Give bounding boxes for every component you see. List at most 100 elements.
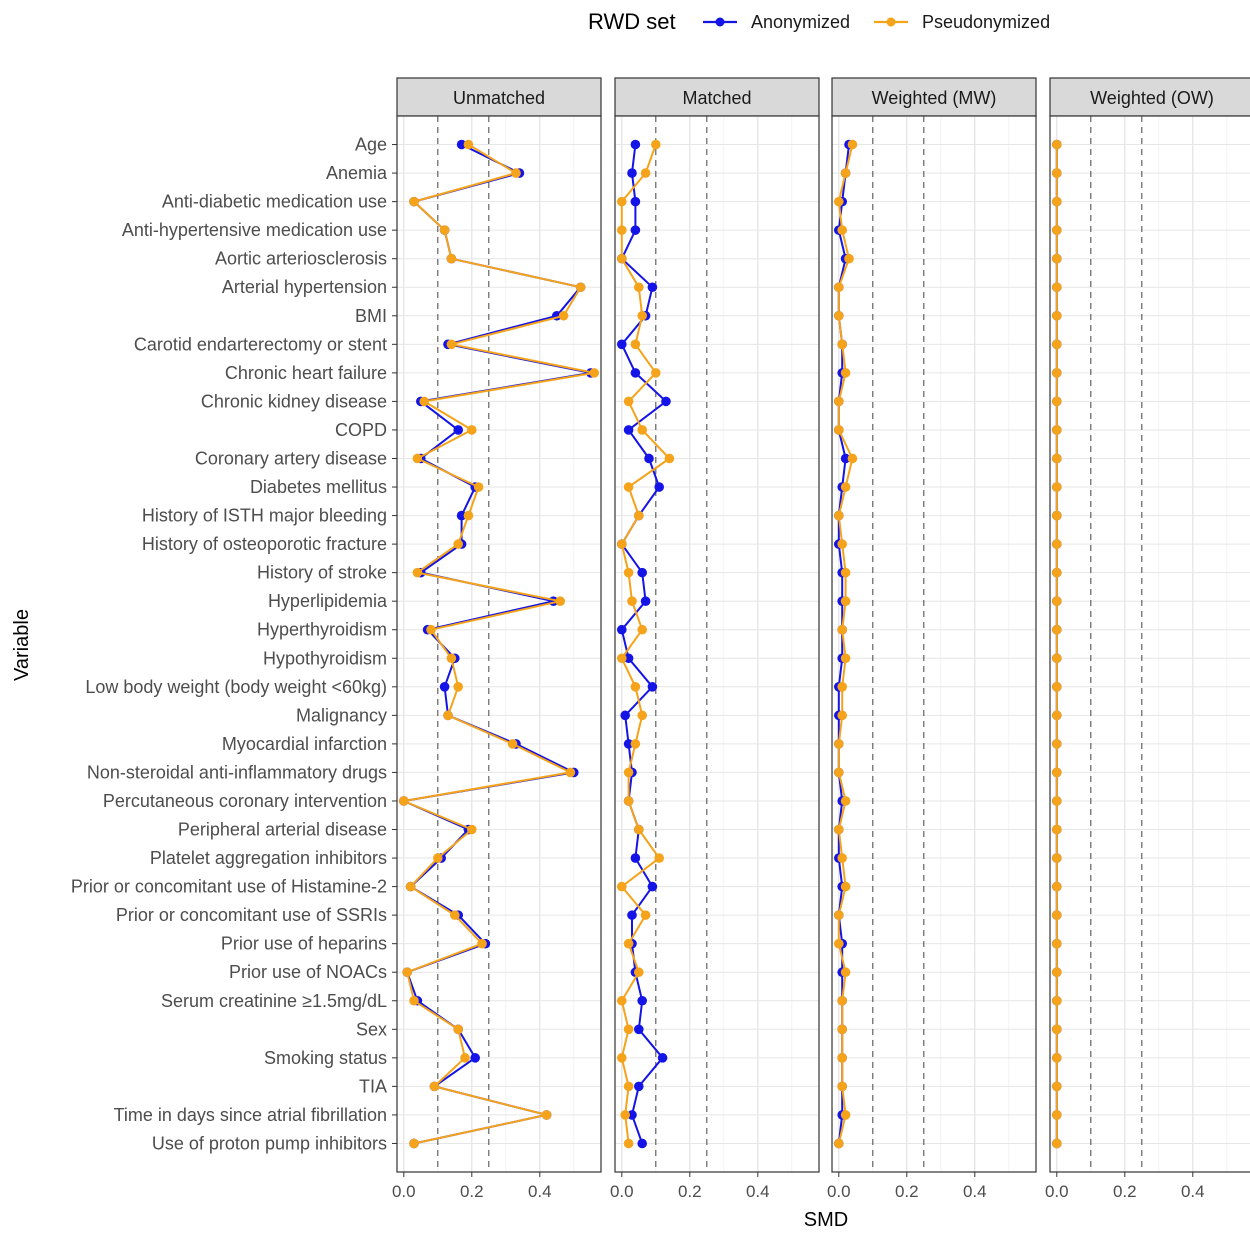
point-anonymized-carotid-endarterectomy-or-stent bbox=[617, 339, 627, 350]
point-pseudonymized-history-of-osteoporotic-fracture bbox=[617, 539, 627, 549]
point-pseudonymized-percutaneous-coronary-intervention bbox=[623, 796, 634, 806]
point-anonymized-diabetes-mellitus bbox=[654, 482, 664, 492]
point-pseudonymized-myocardial-infarction bbox=[1052, 739, 1062, 749]
point-pseudonymized-age bbox=[847, 139, 858, 150]
legend-label-anonymized: Anonymized bbox=[751, 12, 850, 32]
point-pseudonymized-hypothyroidism bbox=[1052, 653, 1062, 664]
y-tick-label-smoking-status: Smoking status bbox=[264, 1048, 387, 1068]
point-anonymized-time-in-days-since-atrial-fibrillation bbox=[627, 1110, 637, 1120]
point-pseudonymized-hyperlipidemia bbox=[555, 596, 565, 606]
point-pseudonymized-chronic-heart-failure bbox=[589, 368, 599, 378]
point-anonymized-smoking-status bbox=[657, 1053, 668, 1063]
point-pseudonymized-use-of-proton-pump-inhibitors bbox=[623, 1138, 634, 1149]
point-anonymized-hyperthyroidism bbox=[617, 624, 627, 635]
panel-border bbox=[831, 115, 1037, 1173]
point-pseudonymized-percutaneous-coronary-intervention bbox=[1052, 796, 1062, 806]
point-pseudonymized-hypothyroidism bbox=[617, 653, 627, 664]
y-tick-label-history-of-stroke: History of stroke bbox=[257, 563, 387, 583]
y-tick-label-time-in-days-since-atrial-fibrillation: Time in days since atrial fibrillation bbox=[114, 1105, 387, 1125]
x-tick-label: 0.0 bbox=[1045, 1182, 1069, 1201]
panel-background bbox=[615, 116, 819, 1172]
y-tick-label-non-steroidal-anti-inflammatory-drugs: Non-steroidal anti-inflammatory drugs bbox=[87, 762, 387, 782]
y-axis-labels: Age Anemia Anti-diabetic medication use Ant… bbox=[71, 135, 397, 1153]
x-tick-label: 0.2 bbox=[1113, 1182, 1137, 1201]
y-tick-label-history-of-isth-major-bleeding: History of ISTH major bleeding bbox=[142, 506, 387, 526]
y-tick-label-platelet-aggregation-inhibitors: Platelet aggregation inhibitors bbox=[150, 848, 387, 868]
point-anonymized-coronary-artery-disease bbox=[644, 453, 654, 464]
point-anonymized-chronic-kidney-disease bbox=[661, 396, 671, 407]
point-pseudonymized-prior-use-of-noacs bbox=[1052, 967, 1062, 978]
point-pseudonymized-history-of-osteoporotic-fracture bbox=[837, 539, 847, 549]
point-pseudonymized-prior-or-concomitant-use-of-ssris bbox=[834, 910, 844, 920]
y-tick-label-peripheral-arterial-disease: Peripheral arterial disease bbox=[178, 820, 387, 840]
point-pseudonymized-myocardial-infarction bbox=[834, 739, 844, 749]
panel-title: Unmatched bbox=[453, 88, 545, 108]
point-pseudonymized-aortic-arteriosclerosis bbox=[1052, 253, 1062, 264]
point-pseudonymized-hyperthyroidism bbox=[837, 624, 847, 635]
point-pseudonymized-diabetes-mellitus bbox=[1052, 482, 1062, 492]
point-pseudonymized-anemia bbox=[511, 168, 521, 178]
point-pseudonymized-hyperlipidemia bbox=[627, 596, 637, 606]
point-pseudonymized-carotid-endarterectomy-or-stent bbox=[630, 339, 641, 350]
point-pseudonymized-smoking-status bbox=[460, 1053, 470, 1063]
point-pseudonymized-peripheral-arterial-disease bbox=[834, 824, 844, 835]
y-tick-label-percutaneous-coronary-intervention: Percutaneous coronary intervention bbox=[103, 791, 387, 811]
point-pseudonymized-prior-use-of-noacs bbox=[634, 967, 644, 978]
panel-title: Weighted (MW) bbox=[872, 88, 997, 108]
point-pseudonymized-age bbox=[651, 139, 661, 150]
point-pseudonymized-diabetes-mellitus bbox=[473, 482, 484, 492]
y-tick-label-hypothyroidism: Hypothyroidism bbox=[263, 648, 387, 668]
point-pseudonymized-copd bbox=[637, 425, 647, 435]
point-pseudonymized-coronary-artery-disease bbox=[412, 453, 423, 464]
point-pseudonymized-non-steroidal-anti-inflammatory-drugs bbox=[565, 767, 576, 778]
point-pseudonymized-aortic-arteriosclerosis bbox=[617, 253, 627, 264]
y-tick-label-coronary-artery-disease: Coronary artery disease bbox=[195, 448, 387, 468]
point-pseudonymized-sex bbox=[453, 1024, 464, 1035]
point-anonymized-smoking-status bbox=[470, 1053, 481, 1063]
point-anonymized-anti-hypertensive-medication-use bbox=[630, 225, 641, 235]
legend-label-pseudonymized: Pseudonymized bbox=[922, 12, 1050, 32]
point-pseudonymized-history-of-osteoporotic-fracture bbox=[1052, 539, 1062, 549]
point-pseudonymized-serum-creatinine-1-5mg-dl bbox=[409, 995, 419, 1006]
panel-background bbox=[397, 116, 601, 1172]
point-pseudonymized-prior-use-of-heparins bbox=[623, 938, 634, 949]
panel-border bbox=[1049, 115, 1250, 1173]
panel-weighted-ow: Weighted (OW) 0.0 0.2 0.4 bbox=[1045, 77, 1250, 1201]
point-anonymized-anemia bbox=[627, 168, 637, 178]
point-pseudonymized-non-steroidal-anti-inflammatory-drugs bbox=[834, 767, 844, 778]
point-pseudonymized-use-of-proton-pump-inhibitors bbox=[409, 1138, 419, 1149]
y-tick-label-anemia: Anemia bbox=[326, 163, 388, 183]
point-pseudonymized-history-of-stroke bbox=[412, 567, 423, 578]
point-pseudonymized-sex bbox=[837, 1024, 847, 1035]
point-pseudonymized-serum-creatinine-1-5mg-dl bbox=[617, 995, 627, 1006]
point-pseudonymized-prior-use-of-noacs bbox=[840, 967, 851, 978]
point-pseudonymized-time-in-days-since-atrial-fibrillation bbox=[1052, 1110, 1062, 1120]
y-tick-label-age: Age bbox=[355, 135, 387, 155]
point-pseudonymized-chronic-kidney-disease bbox=[419, 396, 430, 407]
point-pseudonymized-hypothyroidism bbox=[840, 653, 851, 664]
point-pseudonymized-anti-diabetic-medication-use bbox=[617, 196, 627, 207]
y-tick-label-anti-diabetic-medication-use: Anti-diabetic medication use bbox=[162, 192, 387, 212]
point-anonymized-malignancy bbox=[620, 710, 630, 721]
point-anonymized-low-body-weight-body-weight-60kg bbox=[439, 682, 450, 692]
point-pseudonymized-bmi bbox=[558, 310, 569, 321]
x-tick-label: 0.2 bbox=[895, 1182, 919, 1201]
point-pseudonymized-arterial-hypertension bbox=[634, 282, 644, 293]
y-tick-label-chronic-kidney-disease: Chronic kidney disease bbox=[201, 391, 387, 411]
point-pseudonymized-platelet-aggregation-inhibitors bbox=[654, 853, 664, 863]
point-anonymized-copd bbox=[453, 425, 464, 435]
point-pseudonymized-history-of-osteoporotic-fracture bbox=[453, 539, 464, 549]
point-anonymized-hypothyroidism bbox=[623, 653, 634, 664]
point-pseudonymized-smoking-status bbox=[617, 1053, 627, 1063]
point-pseudonymized-smoking-status bbox=[1052, 1053, 1062, 1063]
point-pseudonymized-chronic-kidney-disease bbox=[834, 396, 844, 407]
point-pseudonymized-anti-diabetic-medication-use bbox=[409, 196, 419, 207]
y-tick-label-tia: TIA bbox=[359, 1076, 387, 1096]
point-anonymized-history-of-isth-major-bleeding bbox=[456, 510, 467, 521]
legend-item-anonymized: Anonymized bbox=[703, 12, 850, 32]
point-pseudonymized-platelet-aggregation-inhibitors bbox=[433, 853, 443, 863]
point-pseudonymized-chronic-heart-failure bbox=[1052, 368, 1062, 378]
point-pseudonymized-anemia bbox=[1052, 168, 1062, 178]
point-pseudonymized-coronary-artery-disease bbox=[664, 453, 675, 464]
